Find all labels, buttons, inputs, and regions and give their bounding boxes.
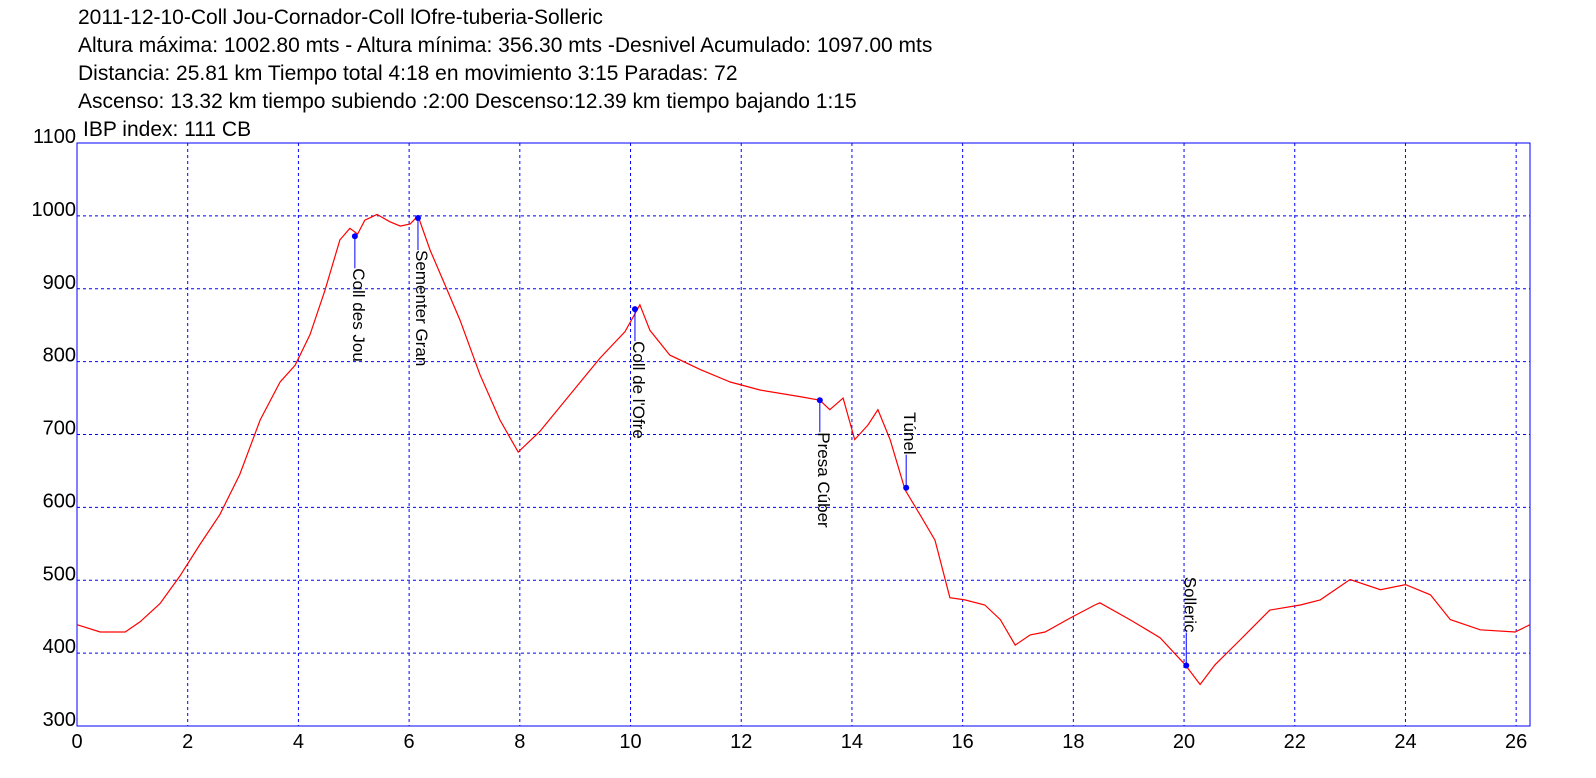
waypoint-label: Coll des Jou	[349, 268, 368, 362]
x-tick-label: 6	[404, 731, 415, 753]
plot-border	[76, 142, 1531, 727]
x-tick-label: 26	[1505, 731, 1527, 753]
waypoint-label: Solleric	[1180, 577, 1199, 633]
chart-subtitle: Ascenso: 13.32 km tiempo subiendo :2:00 …	[78, 90, 857, 113]
x-tick-label: 18	[1062, 731, 1084, 753]
x-tick-label: 12	[730, 731, 752, 753]
waypoint-label: Túnel	[900, 412, 919, 455]
waypoint-label: Sementer Gran	[412, 250, 431, 366]
waypoint-label: Presa Cúber	[814, 432, 833, 528]
chart-subtitle: Distancia: 25.81 km Tiempo total 4:18 en…	[78, 62, 738, 85]
waypoint	[903, 484, 910, 491]
x-tick-label: 0	[71, 731, 82, 753]
x-tick-label: 24	[1394, 731, 1416, 753]
chart-subtitle: IBP index: 111 CB	[83, 118, 251, 141]
x-tick-label: 4	[293, 731, 304, 753]
x-tick-label: 14	[841, 731, 863, 753]
y-tick-label: 700	[43, 418, 76, 440]
chart-subtitle: Altura máxima: 1002.80 mts - Altura míni…	[78, 34, 932, 57]
waypoint	[351, 233, 358, 240]
x-tick-label: 16	[952, 731, 974, 753]
waypoint	[414, 215, 421, 222]
x-tick-label: 2	[182, 731, 193, 753]
x-tick-label: 22	[1284, 731, 1306, 753]
x-tick-label: 8	[514, 731, 525, 753]
y-tick-label: 500	[43, 563, 76, 585]
y-tick-label: 1100	[33, 126, 76, 148]
waypoint-label: Coll de l'Ofre	[629, 341, 648, 439]
y-tick-label: 600	[43, 490, 76, 512]
chart-title: 2011-12-10-Coll Jou-Cornador-Coll lOfre-…	[78, 6, 603, 29]
elevation-line	[76, 213, 1531, 686]
y-tick-label: 300	[43, 709, 76, 731]
x-tick-label: 10	[619, 731, 641, 753]
y-tick-label: 900	[43, 272, 76, 294]
waypoint	[1183, 662, 1190, 669]
y-tick-label: 400	[43, 636, 76, 658]
waypoint	[631, 306, 638, 313]
y-tick-label: 800	[43, 345, 76, 367]
y-tick-label: 1000	[32, 199, 77, 221]
x-tick-label: 20	[1173, 731, 1195, 753]
waypoint	[816, 397, 823, 404]
